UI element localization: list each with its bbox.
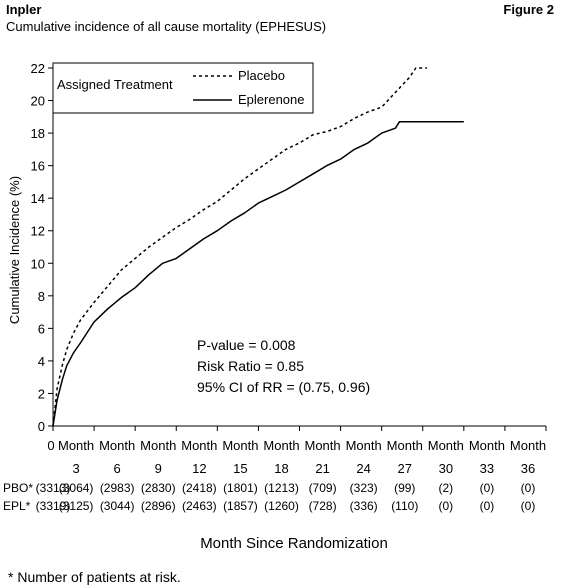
x-axis-label: Month Since Randomization	[200, 535, 388, 552]
y-tick-label: 2	[38, 386, 45, 401]
axes-layer: 0 2 4 6 8 10 12 14 16 18 20 22	[31, 61, 547, 434]
x-tick-label: 0	[47, 438, 54, 453]
risk-table-cell: (0)	[438, 499, 453, 513]
y-tick-label: 14	[31, 191, 45, 206]
x-tick-label: Month	[346, 438, 382, 453]
x-tick-month-number: 9	[155, 461, 162, 476]
risk-table: PBO* (3313)(3064) (2983) (2830) (2418) (1801)…	[3, 481, 535, 513]
publisher-title: Inpler	[6, 2, 42, 17]
legend-label-placebo: Placebo	[238, 68, 285, 83]
y-tick-label: 6	[38, 321, 45, 336]
x-tick-label: Month	[510, 438, 546, 453]
y-tick-label: 8	[38, 289, 45, 304]
x-tick-label: Month	[222, 438, 258, 453]
series-line-placebo	[52, 67, 427, 427]
y-tick-label: 22	[31, 61, 45, 76]
x-tick-label: Month	[181, 438, 217, 453]
y-tick-label: 16	[31, 159, 45, 174]
risk-table-row-label: EPL*	[3, 499, 31, 513]
x-tick-label: Month	[469, 438, 505, 453]
risk-table-cell: (99)	[394, 481, 415, 495]
p-value-text: P-value = 0.008	[197, 337, 296, 353]
x-tick-month-number: 21	[315, 461, 329, 476]
x-tick-label: Month	[140, 438, 176, 453]
y-tick-label: 20	[31, 94, 45, 109]
series-line-eplerenone	[52, 120, 464, 427]
risk-table-cell: (323)	[350, 481, 378, 495]
risk-table-cell: (1213)	[264, 481, 299, 495]
figure-label: Figure 2	[503, 2, 554, 17]
x-tick-label: Month	[387, 438, 423, 453]
risk-table-cell: (336)	[350, 499, 378, 513]
x-tick-month-number: 12	[192, 461, 206, 476]
x-tick-month-number: 15	[233, 461, 247, 476]
statistics-annotation: P-value = 0.008 Risk Ratio = 0.85 95% CI…	[197, 337, 370, 395]
series-layer	[52, 67, 464, 427]
risk-table-cell: (2983)	[100, 481, 135, 495]
risk-table-cell: (728)	[309, 499, 337, 513]
x-tick-month-number: 36	[521, 461, 535, 476]
risk-table-row-label: PBO*	[3, 481, 33, 495]
x-tick-label: Month	[99, 438, 135, 453]
y-tick-label: 0	[38, 419, 45, 434]
risk-table-cell: (3064)	[59, 481, 94, 495]
y-tick-label: 10	[31, 256, 45, 271]
risk-table-cell: (0)	[480, 481, 495, 495]
x-tick-label: Month	[263, 438, 299, 453]
risk-table-cell: (1857)	[223, 499, 258, 513]
risk-table-cell: (2830)	[141, 481, 176, 495]
risk-table-cell: (0)	[480, 499, 495, 513]
x-tick-month-number: 18	[274, 461, 288, 476]
x-tick-month-number: 27	[398, 461, 412, 476]
x-tick-month-number: 33	[480, 461, 494, 476]
risk-table-cell: (2)	[438, 481, 453, 495]
x-tick-label: Month	[428, 438, 464, 453]
risk-table-cell: (110)	[391, 499, 418, 513]
x-tick-label: Month	[58, 438, 94, 453]
risk-table-cell: (3044)	[100, 499, 135, 513]
confidence-interval-text: 95% CI of RR = (0.75, 0.96)	[197, 379, 370, 395]
risk-table-cell: (1801)	[223, 481, 258, 495]
x-tick-label: Month	[305, 438, 341, 453]
x-tick-month-number: 3	[72, 461, 79, 476]
risk-ratio-text: Risk Ratio = 0.85	[197, 358, 304, 374]
risk-table-cell: (2896)	[141, 499, 176, 513]
x-tick-labels: 0 Month 3 Month 6 Month 9 Month 12 Month 15 Month 18…	[47, 438, 546, 476]
risk-table-cell: (0)	[521, 499, 536, 513]
y-tick-label: 12	[31, 224, 45, 239]
x-tick-month-number: 6	[114, 461, 121, 476]
risk-table-cell: (3313)	[36, 481, 71, 495]
y-axis-label: Cumulative Incidence (%)	[7, 176, 22, 324]
risk-table-cell: (709)	[309, 481, 337, 495]
legend-title: Assigned Treatment	[57, 77, 173, 92]
x-tick-month-number: 30	[439, 461, 453, 476]
risk-table-cell: (1260)	[264, 499, 299, 513]
risk-table-cell: (3319)	[36, 499, 71, 513]
legend-box: Assigned Treatment Placebo Eplerenone	[52, 62, 314, 114]
legend-label-eplerenone: Eplerenone	[238, 92, 305, 107]
risk-table-cell: (0)	[521, 481, 536, 495]
risk-table-cell: (3125)	[59, 499, 94, 513]
footnote: * Number of patients at risk.	[8, 569, 181, 585]
chart-subtitle: Cumulative incidence of all cause mortal…	[6, 19, 327, 34]
risk-table-cell: (2418)	[182, 481, 217, 495]
y-tick-label: 18	[31, 126, 45, 141]
x-tick-month-number: 24	[356, 461, 370, 476]
y-tick-label: 4	[38, 354, 45, 369]
risk-table-cell: (2463)	[182, 499, 217, 513]
